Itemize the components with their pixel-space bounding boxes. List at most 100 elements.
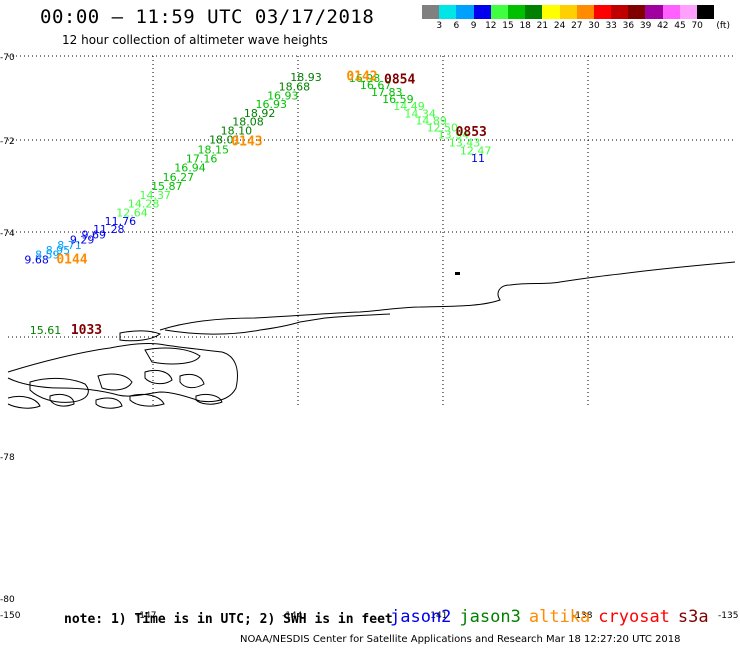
coast-west xyxy=(119,330,162,342)
swh-value: 16.93 xyxy=(255,98,287,111)
swh-value: 14.89 xyxy=(415,114,447,127)
ice-shelf-edge xyxy=(159,261,736,331)
legend-swatch xyxy=(525,5,543,19)
lon-tick-label: -138 xyxy=(572,611,593,621)
legend-swatch xyxy=(662,5,680,19)
swh-value: 16.98 xyxy=(349,72,381,85)
island-6 xyxy=(179,373,205,389)
map-subtitle: 12 hour collection of altimeter wave hei… xyxy=(62,33,328,47)
legend-label: 27 xyxy=(571,21,583,31)
legend-swatch xyxy=(628,5,646,19)
legend-label: 33 xyxy=(605,21,617,31)
island-1 xyxy=(7,343,238,403)
lon-tick-label: -150 xyxy=(0,611,21,621)
legend-swatch xyxy=(576,5,594,19)
swh-value: 18.93 xyxy=(290,71,322,84)
swh-value: 12.64 xyxy=(116,206,147,219)
legend-label: 39 xyxy=(639,21,652,31)
lat-tick-label: -74 xyxy=(0,229,15,239)
swh-value: 11 xyxy=(471,152,485,165)
swh-value: 18.92 xyxy=(244,107,276,120)
satellite-name: cryosat xyxy=(598,607,670,627)
legend-swatch xyxy=(422,5,440,19)
swh-value: 14.34 xyxy=(404,107,436,120)
swh-value: 9.68 xyxy=(24,254,49,267)
legend-label: 15 xyxy=(502,21,514,31)
legend-swatch xyxy=(611,5,629,19)
legend-label: 18 xyxy=(519,21,531,31)
swh-value: 9.69 xyxy=(81,228,106,241)
legend-swatch xyxy=(456,5,474,19)
legend-swatch xyxy=(439,5,457,19)
legend-label: 30 xyxy=(588,21,600,31)
legend-swatch xyxy=(507,5,526,19)
island-4 xyxy=(144,347,201,365)
legend-label: 21 xyxy=(536,21,549,31)
swh-value: 9.29 xyxy=(70,234,95,247)
credit-line: NOAA/NESDIS Center for Satellite Applica… xyxy=(240,634,681,645)
swh-value: 16.67 xyxy=(360,79,392,92)
color-legend xyxy=(422,5,715,19)
swh-value: 15.87 xyxy=(151,180,183,193)
pass-time-label: 0854 xyxy=(384,73,415,88)
lon-tick-label: -135 xyxy=(718,611,738,621)
pass-time-label: 1033 xyxy=(71,323,102,338)
swh-value: 16.59 xyxy=(382,93,414,106)
swh-value: 16.93 xyxy=(267,89,299,102)
legend-swatch xyxy=(490,5,508,19)
island-9 xyxy=(95,397,123,409)
lon-tick-label: -144 xyxy=(282,611,303,621)
legend-label: 36 xyxy=(622,21,635,31)
satellite-name: jason2 xyxy=(390,607,452,627)
swh-value: 12.50 xyxy=(427,122,459,135)
legend-swatch xyxy=(679,5,697,19)
lat-tick-label: -80 xyxy=(0,595,15,605)
island-7 xyxy=(7,395,41,409)
swh-value: 18.68 xyxy=(279,80,311,93)
legend-label: 45 xyxy=(674,21,686,31)
legend-label: 24 xyxy=(553,21,566,31)
pass-time-label: 0853 xyxy=(456,125,487,140)
legend-swatch xyxy=(593,5,612,19)
pass-time-label: 0143 xyxy=(231,135,262,150)
coast-inner xyxy=(164,313,391,335)
legend-swatch xyxy=(697,5,715,19)
swh-value: 18.08 xyxy=(232,116,264,129)
pass-time-label: 0144 xyxy=(56,253,87,268)
swh-value: 17.16 xyxy=(186,153,218,166)
swh-value: 11.28 xyxy=(93,223,125,236)
swh-value: 14.28 xyxy=(128,198,160,211)
legend-swatch xyxy=(559,5,577,19)
lat-tick-label: -70 xyxy=(0,53,15,63)
swh-value: 8.71 xyxy=(57,239,82,252)
lat-tick-label: -78 xyxy=(0,453,15,463)
swh-value: 14.37 xyxy=(139,189,171,202)
map-title: 00:00 – 11:59 UTC 03/17/2018 xyxy=(40,6,375,28)
island-10 xyxy=(129,393,165,407)
footnote: note: 1) Time is in UTC; 2) SWH is in fe… xyxy=(64,612,393,627)
swh-value: 18.10 xyxy=(221,125,253,138)
axis-labels: -70 -72 -74 -78 -80 -150 -147 -144 -141 -138 -135 xyxy=(0,53,738,621)
swh-value: 18.15 xyxy=(197,143,229,156)
legend-label: 3 xyxy=(436,21,443,31)
swh-value: 14.49 xyxy=(393,100,425,113)
legend-swatch xyxy=(645,5,663,19)
satellite-tracks: 9.688.598.958.719.299.6911.2811.7612.641… xyxy=(24,69,491,338)
island-5 xyxy=(144,369,173,385)
swh-value: 8.95 xyxy=(46,244,70,257)
lat-tick-label: -72 xyxy=(0,137,15,147)
island-3 xyxy=(97,373,133,391)
swh-value: 17.83 xyxy=(371,86,403,99)
swh-value: 16.94 xyxy=(174,162,206,175)
legend-swatch xyxy=(542,5,560,19)
island-11 xyxy=(195,393,223,405)
island-8 xyxy=(49,393,75,407)
satellite-name: altika xyxy=(528,607,591,627)
pass-time-label: 0142 xyxy=(346,69,377,84)
swh-value: 16.27 xyxy=(163,171,195,184)
swh-value: 11.76 xyxy=(105,215,136,228)
satellite-name: jason3 xyxy=(459,607,521,627)
legend-unit: (ft) xyxy=(716,21,730,31)
legend-label: 6 xyxy=(453,21,460,31)
